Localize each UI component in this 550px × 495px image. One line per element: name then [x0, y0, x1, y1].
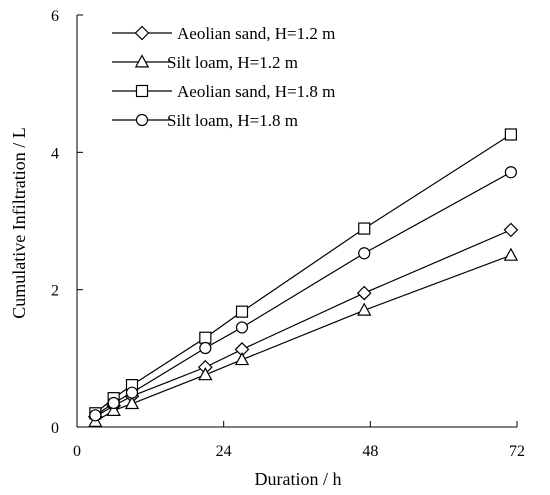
series-2-point-5 — [234, 351, 250, 366]
series-4-point-4 — [199, 341, 212, 355]
series-3-point-7 — [504, 128, 517, 141]
series-4-point-1 — [89, 409, 102, 422]
series-1-point-6 — [356, 285, 372, 301]
x-tick-label-24: 24 — [216, 443, 232, 460]
series-4 — [89, 166, 517, 422]
series-layer — [87, 128, 519, 427]
series-2-point-6 — [357, 302, 372, 316]
series-3-line — [94, 133, 512, 414]
series-2-point-7 — [503, 247, 519, 261]
series-1-line — [95, 229, 512, 418]
series-3 — [89, 128, 517, 420]
legend-marker-3 — [135, 84, 149, 98]
series-3-point-5 — [235, 305, 249, 318]
series-4-point-5 — [235, 321, 249, 334]
legend-item-3: Aeolian sand, H=1.8 m — [112, 82, 335, 101]
legend-label-4: Silt loam, H=1.8 m — [167, 111, 298, 130]
series-3-point-4 — [199, 331, 212, 344]
x-tick-label-48: 48 — [362, 443, 378, 460]
series-4-line — [94, 171, 512, 416]
series-1-point-7 — [503, 222, 519, 238]
series-4-point-2 — [107, 396, 120, 410]
series-4-point-7 — [504, 166, 517, 179]
x-axis-title: Duration / h — [255, 469, 342, 489]
series-2-point-3 — [124, 395, 140, 410]
legend-label-3: Aeolian sand, H=1.8 m — [177, 82, 335, 101]
legend-label-2: Silt loam, H=1.2 m — [167, 53, 298, 72]
y-tick-label-0: 0 — [51, 420, 59, 437]
legend-marker-1 — [134, 25, 150, 41]
legend-item-2: Silt loam, H=1.2 m — [112, 53, 298, 72]
series-4-point-3 — [125, 386, 139, 399]
legend: Aeolian sand, H=1.2 m Silt loam, H=1.2 m A… — [112, 24, 335, 130]
series-2-line — [95, 254, 512, 423]
y-axis-title: Cumulative Infiltration / L — [9, 127, 29, 318]
series-2-point-4 — [198, 367, 213, 381]
series-3-point-6 — [358, 222, 371, 235]
legend-marker-2 — [134, 54, 150, 68]
series-2-point-2 — [106, 402, 121, 416]
x-tick-label-72: 72 — [509, 443, 525, 460]
series-2 — [88, 247, 519, 427]
x-tick-label-0: 0 — [73, 443, 81, 460]
legend-item-1: Aeolian sand, H=1.2 m — [112, 24, 335, 43]
series-1 — [87, 222, 519, 425]
y-tick-label-4: 4 — [51, 145, 59, 162]
legend-label-1: Aeolian sand, H=1.2 m — [177, 24, 335, 43]
legend-item-4: Silt loam, H=1.8 m — [112, 111, 298, 130]
series-4-point-6 — [358, 247, 371, 260]
y-tick-label-2: 2 — [51, 283, 59, 300]
legend-marker-4 — [135, 113, 149, 127]
y-tick-label-6: 6 — [51, 8, 59, 25]
